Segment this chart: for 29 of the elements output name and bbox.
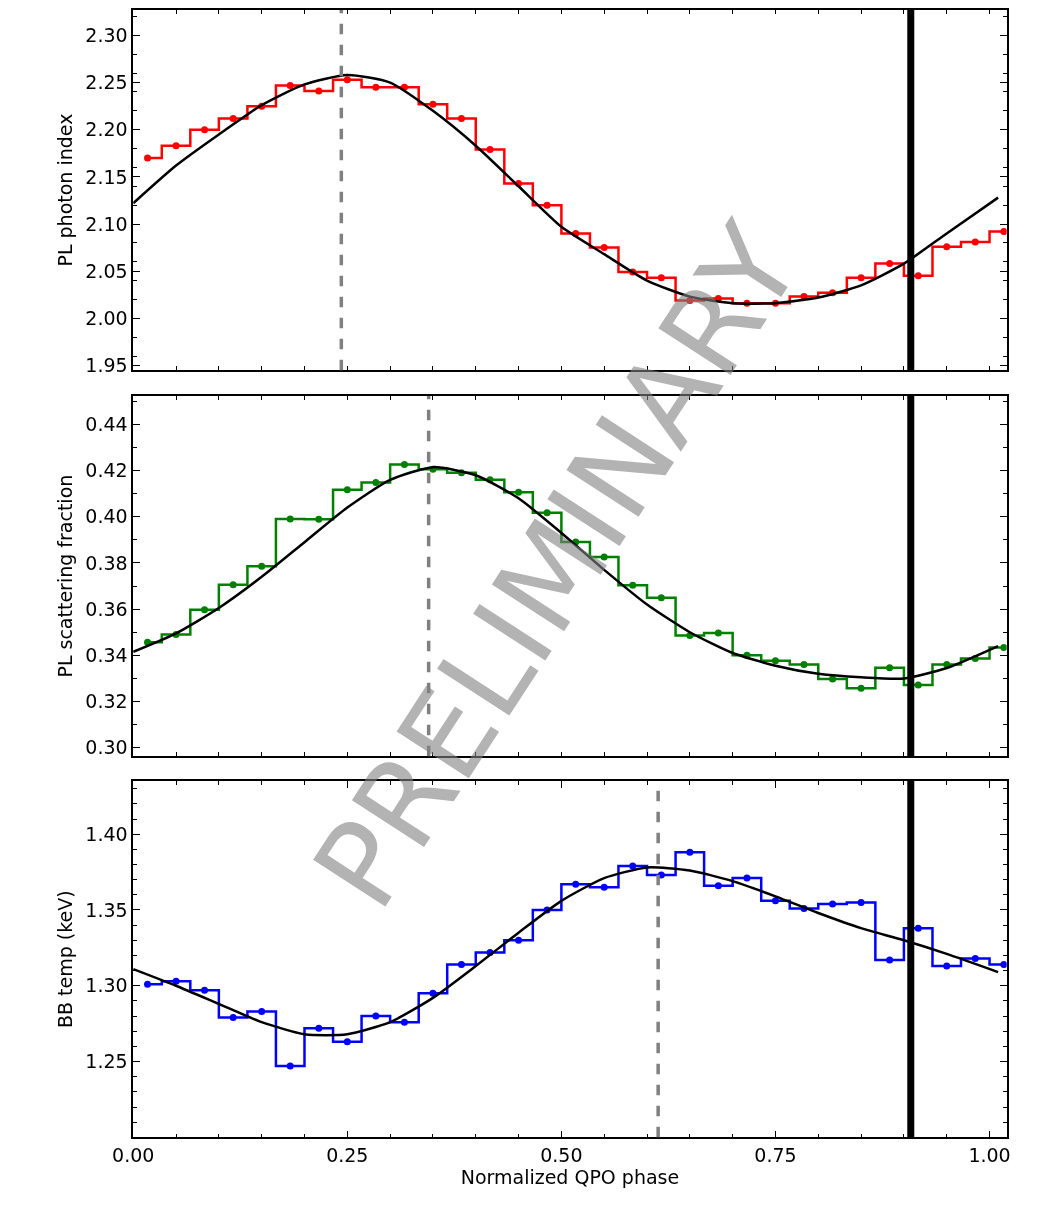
y-tick-label: 0.36 [85,597,128,620]
x-tick-label: 0.50 [540,1143,583,1166]
y-tick-label: 1.35 [85,898,128,921]
y-tick-label: 2.05 [85,259,128,282]
y-axis-title: PL photon index [53,113,76,267]
y-tick-label: 0.44 [85,413,128,436]
y-tick-label: 0.32 [85,690,128,713]
x-tick-label: 0.00 [112,1143,155,1166]
y-axis-title: PL scattering fraction [53,474,76,678]
y-tick-label: 1.40 [85,822,128,845]
y-tick-label: 0.30 [85,736,128,759]
x-axis-title: Normalized QPO phase [460,1165,680,1188]
y-tick-label: 2.10 [85,212,128,235]
y-tick-label: 0.40 [85,505,128,528]
y-tick-label: 0.38 [85,551,128,574]
x-tick-label: 0.75 [754,1143,797,1166]
y-axis-title: BB temp (keV) [53,890,76,1029]
y-tick-label: 0.42 [85,459,128,482]
x-tick-label: 1.00 [968,1143,1011,1166]
y-tick-label: 2.15 [85,165,128,188]
y-tick-label: 1.95 [85,354,128,377]
y-tick-label: 2.00 [85,306,128,329]
y-tick-label: 2.30 [85,24,128,47]
y-tick-label: 2.25 [85,71,128,94]
y-tick-label: 2.20 [85,118,128,141]
x-tick-label: 0.25 [326,1143,369,1166]
y-tick-label: 1.30 [85,974,128,997]
y-tick-label: 1.25 [85,1050,128,1073]
y-tick-label: 0.34 [85,643,128,666]
